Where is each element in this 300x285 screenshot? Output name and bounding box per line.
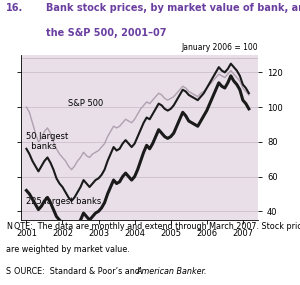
Text: American Banker.: American Banker. (136, 267, 207, 276)
Text: are weighted by market value.: are weighted by market value. (6, 245, 130, 254)
Text: 50 largest
  banks: 50 largest banks (26, 132, 68, 151)
Text: S&P 500: S&P 500 (68, 99, 104, 108)
Text: S: S (6, 267, 11, 276)
Text: January 2006 = 100: January 2006 = 100 (182, 43, 258, 52)
Text: N: N (6, 222, 12, 231)
Text: the S&P 500, 2001–07: the S&P 500, 2001–07 (46, 27, 167, 38)
Text: OURCE:  Standard & Poor’s and: OURCE: Standard & Poor’s and (14, 267, 143, 276)
Text: Bank stock prices, by market value of bank, and: Bank stock prices, by market value of ba… (46, 3, 300, 13)
Text: 16.: 16. (6, 3, 23, 13)
Text: 225 largest banks: 225 largest banks (26, 196, 101, 205)
Text: OTE:  The data are monthly and extend through March 2007. Stock prices: OTE: The data are monthly and extend thr… (14, 222, 300, 231)
